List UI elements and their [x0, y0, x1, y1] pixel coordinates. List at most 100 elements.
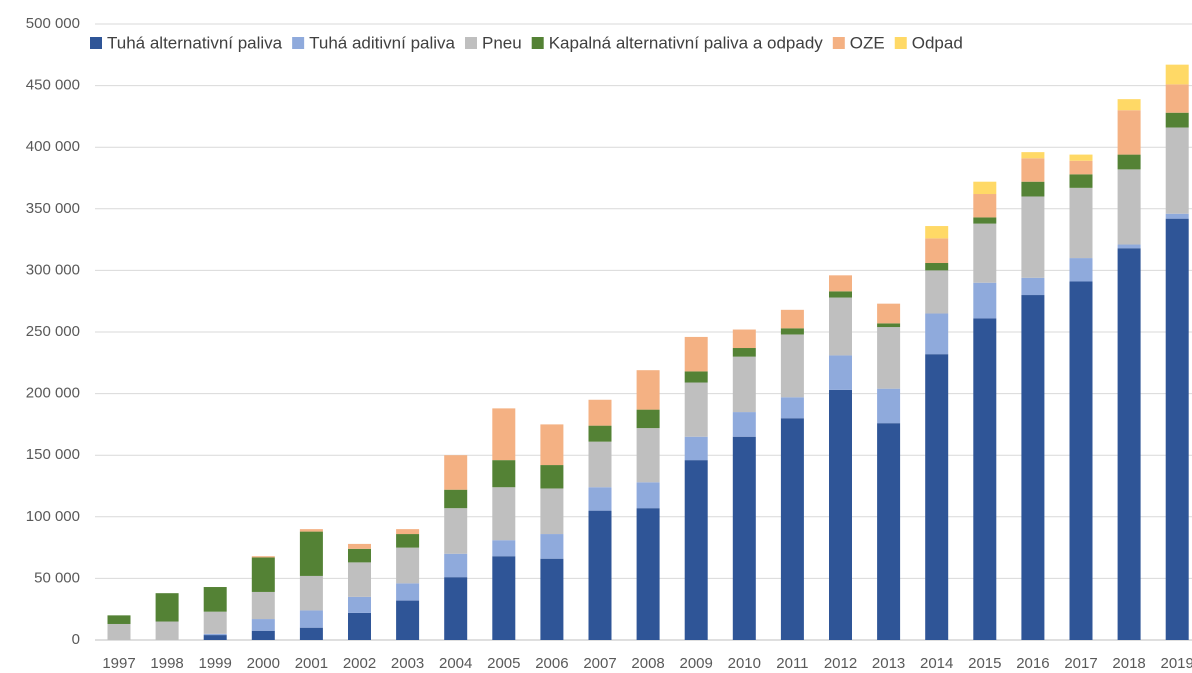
bar-segment	[444, 577, 468, 640]
bar-segment	[1117, 110, 1141, 155]
bar-segment	[732, 436, 756, 640]
bar-segment	[348, 596, 371, 613]
legend-text: Odpad	[912, 33, 963, 52]
x-tick-label: 2000	[247, 655, 280, 672]
x-tick-label: 1999	[199, 655, 232, 672]
bar-segment	[396, 600, 420, 640]
legend-text: Pneu	[482, 33, 522, 52]
legend-text: Kapalná alternativní paliva a odpady	[549, 33, 824, 52]
bar-segment	[203, 635, 227, 640]
bar-segment	[877, 303, 901, 324]
bar-segment	[973, 194, 997, 218]
bar-segment	[396, 583, 420, 601]
bar-segment	[973, 282, 997, 319]
y-tick-label: 0	[72, 631, 80, 648]
bar-segment	[492, 487, 516, 541]
bar-segment	[684, 382, 708, 437]
bar-segment	[877, 327, 901, 389]
bar-segment	[732, 348, 756, 357]
bar-segment	[925, 226, 949, 239]
bar-segment	[1117, 169, 1141, 245]
x-tick-label: 2018	[1112, 655, 1145, 672]
bar-segment	[780, 309, 804, 329]
y-tick-label: 100 000	[26, 508, 80, 525]
bar-segment	[1069, 174, 1093, 188]
y-tick-label: 450 000	[26, 77, 80, 94]
x-tick-label: 2012	[824, 655, 857, 672]
x-tick-label: 2014	[920, 655, 953, 672]
bar-segment	[588, 399, 612, 426]
bar-segment	[925, 313, 949, 355]
legend-text: Tuhá alternativní paliva	[107, 33, 283, 52]
bar-segment	[1117, 154, 1141, 170]
x-tick-label: 2009	[680, 655, 713, 672]
bar-segment	[829, 355, 852, 390]
bar-segment	[780, 328, 804, 335]
bar-segment	[348, 562, 371, 597]
bar-segment	[732, 329, 756, 349]
x-tick-label: 2010	[728, 655, 761, 672]
bar-segment	[925, 270, 949, 314]
bar-segment	[203, 633, 227, 636]
bar-segment	[829, 389, 852, 640]
legend-swatch	[894, 37, 907, 49]
legend-swatch	[90, 37, 102, 49]
bar-segment	[348, 548, 371, 563]
bar-segment	[973, 181, 997, 195]
y-tick-label: 500 000	[26, 15, 80, 32]
legend-swatch	[292, 37, 305, 49]
x-tick-label: 2011	[776, 655, 808, 672]
bar-segment	[636, 370, 660, 410]
bar-segment	[1021, 277, 1045, 296]
bar-segment	[107, 623, 131, 640]
x-tick-label: 2006	[535, 655, 568, 672]
x-tick-label: 2003	[391, 655, 424, 672]
bar-segment	[155, 621, 179, 640]
x-tick-label: 2005	[487, 655, 520, 672]
bar-segment	[780, 334, 804, 398]
bar-segment	[1069, 258, 1093, 282]
bar-segment	[636, 482, 660, 509]
bar-segment	[251, 557, 275, 592]
bar-segment	[299, 575, 323, 611]
bar-segment	[203, 611, 227, 634]
y-tick-label: 400 000	[26, 138, 80, 155]
bar-segment	[1165, 64, 1189, 85]
bar-segment	[780, 397, 804, 419]
bar-segment	[588, 441, 612, 488]
bar-segment	[1069, 281, 1093, 640]
legend-swatch	[832, 37, 845, 49]
bar-segment	[780, 418, 804, 640]
x-tick-label: 2015	[968, 655, 1001, 672]
y-tick-label: 200 000	[26, 385, 80, 402]
bar-segment	[732, 356, 756, 413]
bar-segment	[1165, 84, 1189, 113]
bar-segment	[492, 540, 516, 557]
bar-segment	[251, 619, 275, 631]
bar-segment	[299, 627, 323, 640]
x-tick-label: 2017	[1064, 655, 1097, 672]
y-tick-label: 300 000	[26, 261, 80, 278]
bar-segment	[925, 238, 949, 264]
x-tick-label: 2013	[872, 655, 905, 672]
bar-segment	[588, 510, 612, 640]
bar-segment	[636, 409, 660, 429]
bar-segment	[348, 612, 371, 640]
bar-segment	[251, 556, 275, 558]
bar-segment	[877, 388, 901, 424]
bar-segment	[1069, 160, 1093, 175]
bar-segment	[684, 336, 708, 372]
bar-segment	[107, 615, 131, 624]
bar-segment	[1021, 158, 1045, 182]
bar-segment	[732, 412, 756, 437]
bar-segment	[1021, 152, 1045, 159]
bar-segment	[203, 587, 227, 612]
bar-segment	[540, 558, 564, 640]
bar-segment	[1021, 196, 1045, 278]
bar-segment	[348, 543, 371, 549]
bar-segment	[251, 630, 275, 640]
bar-segment	[1021, 181, 1045, 197]
bar-segment	[973, 217, 997, 224]
bar-segment	[684, 371, 708, 383]
bar-segment	[1165, 213, 1189, 219]
